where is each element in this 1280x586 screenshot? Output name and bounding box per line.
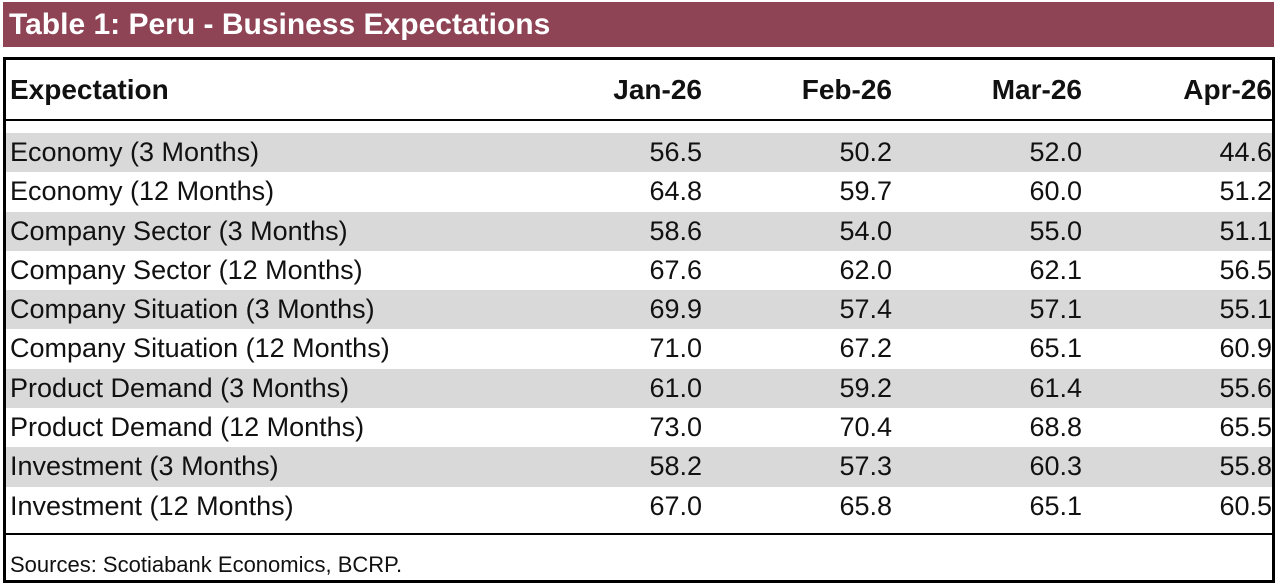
table-cell: 71.0 [649, 333, 702, 364]
table-cell: 50.2 [839, 137, 892, 167]
table-cell: 57.4 [839, 294, 892, 325]
table-cell: 57.1 [1029, 294, 1082, 325]
table-cell: 58.6 [649, 215, 702, 246]
table-title: Table 1: Peru - Business Expectations [3, 2, 1274, 47]
table-row: Company Sector (3 Months) 58.6 54.0 55.0 51.… [6, 211, 1272, 251]
table-row: Company Situation (12 Months) 71.0 67.2 65.… [6, 329, 1272, 368]
table-header-row: Expectation Jan-26 Feb-26 Mar-26 Apr-26 [6, 60, 1272, 119]
table-cell: 67.2 [839, 333, 892, 364]
table-frame: Expectation Jan-26 Feb-26 Mar-26 Apr-26 … [3, 57, 1275, 583]
table-cell: 62.0 [839, 254, 892, 285]
column-header-feb: Feb-26 [801, 74, 892, 105]
header-rule [6, 119, 1272, 121]
table-cell: 69.9 [649, 294, 702, 325]
table-cell: 55.6 [1219, 372, 1272, 403]
row-label: Investment (12 Months) [10, 490, 294, 521]
table-cell: 65.1 [1029, 333, 1082, 364]
row-label: Economy (3 Months) [10, 137, 260, 167]
table-row: Economy (12 Months) 64.8 59.7 60.0 51.2 [6, 172, 1272, 211]
table-cell: 59.7 [839, 176, 892, 207]
table-row: Investment (12 Months) 67.0 65.8 65.1 60.5 [6, 487, 1272, 526]
table-row: Economy (3 Months) 56.5 50.2 52.0 44.6 [6, 133, 1272, 173]
table-row: Investment (3 Months) 58.2 57.3 60.3 55.8 [6, 447, 1272, 487]
table-cell: 51.1 [1219, 215, 1272, 246]
row-label: Investment (3 Months) [10, 451, 279, 482]
row-label: Product Demand (12 Months) [10, 412, 365, 443]
table-cell: 61.4 [1029, 372, 1082, 403]
table-cell: 57.3 [839, 451, 892, 482]
row-label: Company Sector (3 Months) [10, 215, 348, 246]
table-cell: 44.6 [1219, 137, 1272, 167]
table-cell: 60.0 [1029, 176, 1082, 207]
table-cell: 52.0 [1029, 137, 1082, 167]
table-cell: 55.1 [1219, 294, 1272, 325]
table-cell: 60.9 [1219, 333, 1272, 364]
column-header-jan: Jan-26 [613, 74, 702, 105]
table-cell: 56.5 [649, 137, 702, 167]
body-bottom-rule [6, 533, 1272, 535]
table-cell: 73.0 [649, 412, 702, 443]
table-cell: 54.0 [839, 215, 892, 246]
table-cell: 65.5 [1219, 412, 1272, 443]
row-label: Product Demand (3 Months) [10, 372, 350, 403]
column-header-mar: Mar-26 [991, 74, 1082, 105]
table-row: Company Sector (12 Months) 67.6 62.0 62.1 56… [6, 251, 1272, 290]
row-label: Company Sector (12 Months) [10, 254, 363, 285]
table-cell: 56.5 [1219, 254, 1272, 285]
table-cell: 61.0 [649, 372, 702, 403]
table-cell: 58.2 [649, 451, 702, 482]
table-row: Product Demand (3 Months) 61.0 59.2 61.4 55.… [6, 368, 1272, 409]
table-cell: 70.4 [839, 412, 892, 443]
row-label: Company Situation (3 Months) [10, 294, 375, 325]
table-row: Company Situation (3 Months) 69.9 57.4 57.1… [6, 290, 1272, 330]
table-cell: 51.2 [1219, 176, 1272, 207]
table-cell: 62.1 [1029, 254, 1082, 285]
table-cell: 67.6 [649, 254, 702, 285]
table-cell: 59.2 [839, 372, 892, 403]
table-cell: 55.8 [1219, 451, 1272, 482]
column-header-apr: Apr-26 [1183, 74, 1272, 105]
column-header-expectation: Expectation [10, 74, 169, 105]
table-row: Product Demand (12 Months) 73.0 70.4 68.8 65… [6, 408, 1272, 447]
table-cell: 60.5 [1219, 490, 1272, 521]
row-label: Economy (12 Months) [10, 176, 275, 207]
table-cell: 65.1 [1029, 490, 1082, 521]
source-note: Sources: Scotiabank Economics, BCRP. [10, 552, 403, 577]
table-cell: 64.8 [649, 176, 702, 207]
table-cell: 55.0 [1029, 215, 1082, 246]
table-cell: 65.8 [839, 490, 892, 521]
row-label: Company Situation (12 Months) [10, 333, 390, 364]
table-cell: 68.8 [1029, 412, 1082, 443]
table-cell: 60.3 [1029, 451, 1082, 482]
table-body: Economy (3 Months) 56.5 50.2 52.0 44.6 Econom… [6, 133, 1272, 526]
table-cell: 67.0 [649, 490, 702, 521]
